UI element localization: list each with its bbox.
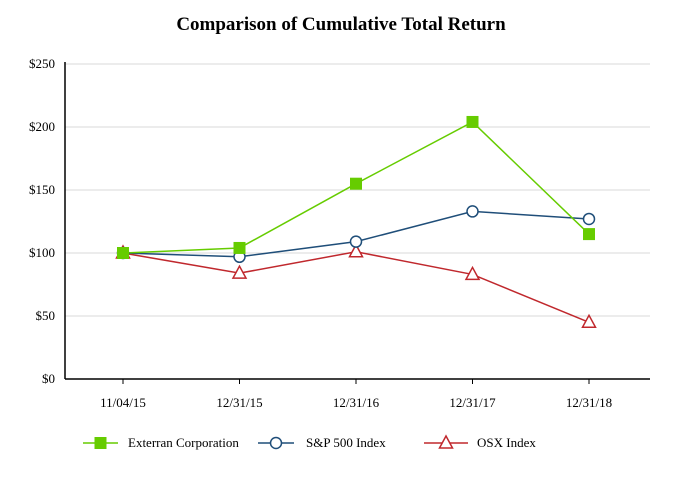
legend-label-exterran: Exterran Corporation bbox=[128, 435, 239, 450]
series-0-point-0 bbox=[117, 247, 129, 259]
series-2-point-4 bbox=[581, 313, 597, 329]
y-tick-label-100: $100 bbox=[29, 245, 55, 260]
x-tick-label-1: 12/31/15 bbox=[216, 395, 262, 410]
chart-title: Comparison of Cumulative Total Return bbox=[176, 14, 506, 35]
series-0-point-1 bbox=[233, 241, 246, 254]
series-1-point-3 bbox=[466, 205, 479, 218]
series-0-point-3 bbox=[466, 115, 479, 128]
legend-marker-2 bbox=[438, 434, 454, 449]
x-tick-label-2: 12/31/16 bbox=[333, 395, 380, 410]
series-1-point-2 bbox=[349, 235, 363, 248]
series-2-point-1 bbox=[231, 264, 248, 279]
legend-marker-1 bbox=[269, 436, 283, 450]
series-0-point-4 bbox=[583, 228, 595, 241]
y-tick-label-250: $250 bbox=[29, 56, 55, 71]
x-tick-label-4: 12/31/18 bbox=[566, 395, 612, 410]
legend-label-sp500: S&P 500 Index bbox=[306, 435, 386, 450]
series-0-point-2 bbox=[350, 177, 362, 190]
y-tick-label-50: $50 bbox=[36, 308, 56, 323]
legend-marker-0 bbox=[94, 437, 107, 449]
x-tick-label-0: 11/04/15 bbox=[100, 395, 146, 410]
y-tick-label-150: $150 bbox=[29, 182, 55, 197]
series-1-point-4 bbox=[582, 212, 596, 226]
series-2-point-3 bbox=[464, 265, 481, 281]
y-tick-label-0: $0 bbox=[42, 371, 55, 386]
y-tick-label-200: $200 bbox=[29, 119, 55, 134]
series-2-point-2 bbox=[348, 243, 364, 258]
x-tick-label-3: 12/31/17 bbox=[449, 395, 496, 410]
legend-label-osx: OSX Index bbox=[477, 435, 536, 450]
